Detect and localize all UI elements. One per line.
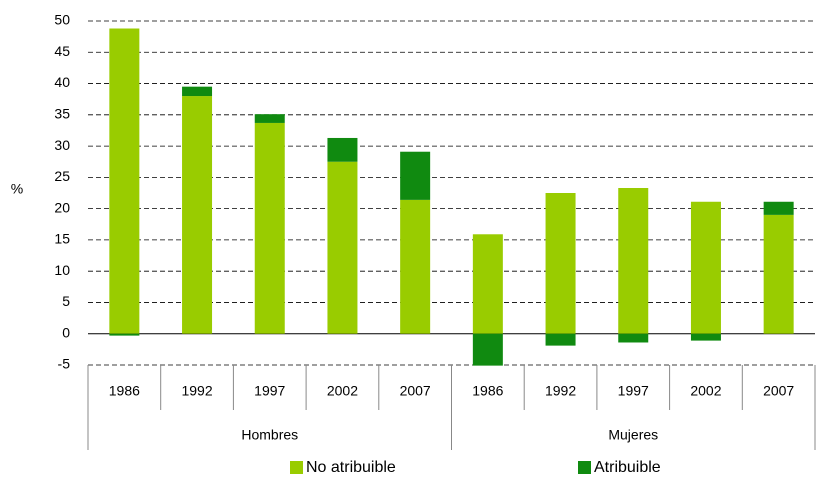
y-tick-label: 5	[62, 293, 70, 309]
group-label: Mujeres	[608, 427, 658, 443]
y-tick-label: 40	[54, 74, 70, 90]
x-tick-label: 1992	[181, 383, 212, 399]
x-tick-label: 1986	[472, 383, 503, 399]
x-tick-label: 2002	[327, 383, 358, 399]
group-label: Hombres	[241, 427, 298, 443]
y-tick-label: 0	[62, 324, 70, 340]
y-tick-label: 20	[54, 199, 70, 215]
legend-swatch	[578, 461, 591, 474]
bar	[690, 201, 721, 334]
x-tick-label: 2007	[400, 383, 431, 399]
bar	[182, 96, 213, 334]
bar	[182, 86, 213, 97]
bar	[327, 137, 358, 162]
y-tick-label: 30	[54, 137, 70, 153]
bar	[545, 333, 576, 346]
x-tick-label: 1992	[545, 383, 576, 399]
bar	[472, 234, 503, 334]
x-tick-label: 2007	[763, 383, 794, 399]
y-axis-label: %	[11, 181, 23, 197]
x-tick-label: 2002	[690, 383, 721, 399]
y-tick-label: -5	[58, 356, 71, 372]
bar	[327, 161, 358, 334]
bar	[763, 201, 794, 215]
legend-label: Atribuible	[594, 459, 661, 476]
y-tick-label: 45	[54, 43, 70, 59]
bar	[472, 333, 503, 366]
bar	[254, 114, 285, 123]
bar	[763, 214, 794, 334]
y-tick-label: 15	[54, 231, 70, 247]
bar	[618, 187, 649, 334]
y-tick-label: 10	[54, 262, 70, 278]
bar	[690, 333, 721, 341]
x-tick-label: 1997	[618, 383, 649, 399]
bar	[400, 199, 431, 334]
bar	[400, 151, 431, 200]
bar	[254, 122, 285, 334]
bar	[545, 193, 576, 334]
y-tick-label: 50	[54, 12, 70, 28]
bar	[109, 28, 140, 334]
y-tick-label: 25	[54, 168, 70, 184]
legend-label: No atribuible	[306, 459, 396, 476]
bar	[618, 333, 649, 343]
y-tick-label: 35	[54, 106, 70, 122]
legend-swatch	[290, 461, 303, 474]
x-tick-label: 1997	[254, 383, 285, 399]
x-tick-label: 1986	[109, 383, 140, 399]
bar	[109, 333, 140, 336]
